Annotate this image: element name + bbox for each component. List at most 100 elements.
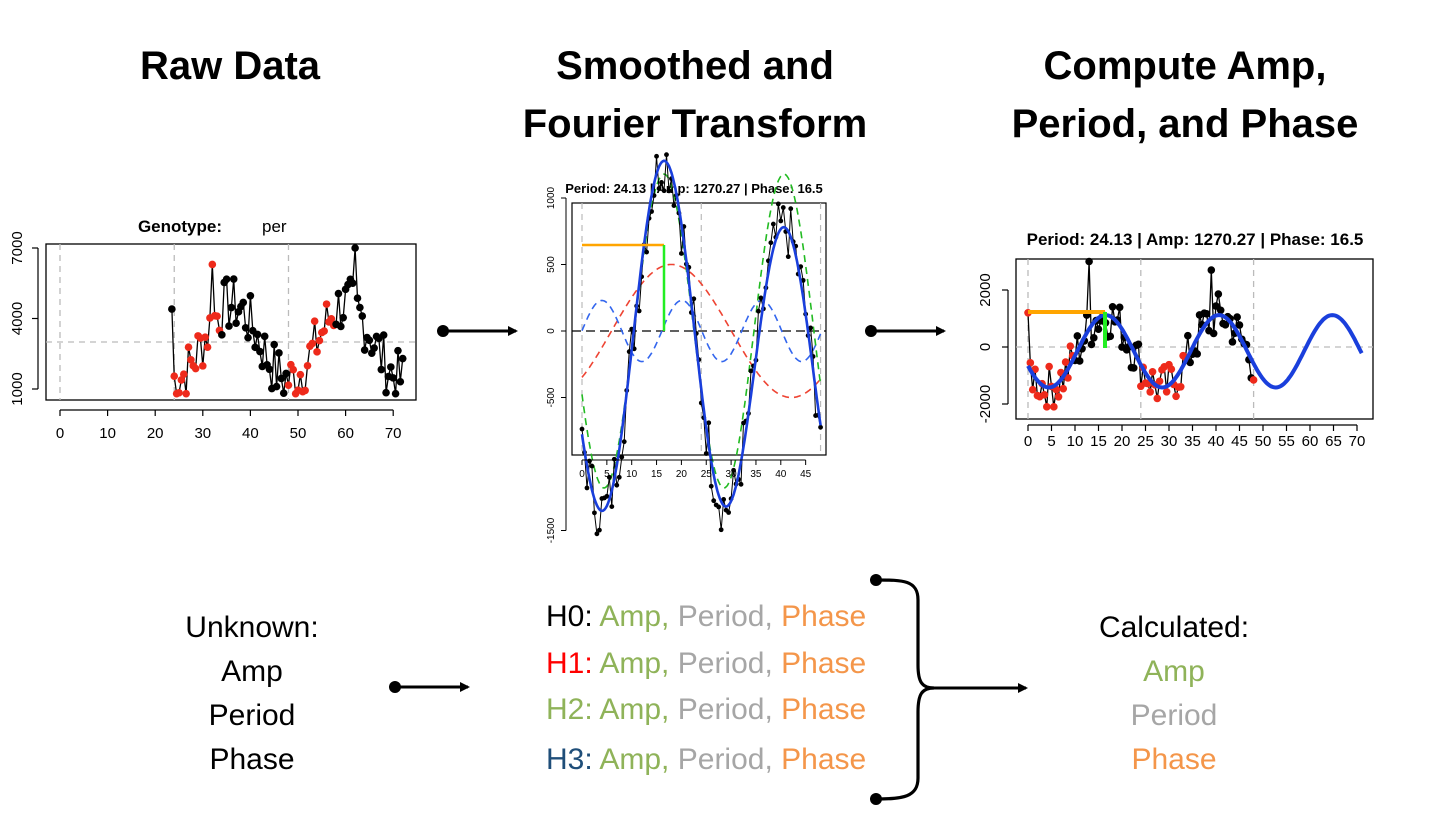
plot2-point <box>721 497 727 502</box>
plot2-x-tick-label: 35 <box>750 469 762 480</box>
plot1-point <box>339 313 348 322</box>
plot2-point <box>666 188 672 194</box>
plot1-point <box>356 303 364 312</box>
plot2-point <box>726 510 732 515</box>
plot3-point <box>1186 358 1194 367</box>
plot2-x-tick-label: 30 <box>726 469 738 480</box>
plot2-h3-curve <box>581 299 822 363</box>
fourier-plot: Period: 24.13 | Amp: 1270.27 | Phase: 16… <box>546 152 827 543</box>
h1-period: Period, <box>677 647 773 680</box>
plot3-point <box>1040 391 1049 399</box>
plot3-x-tick-label: 20 <box>1114 433 1131 450</box>
plot2-point <box>609 504 615 510</box>
plot2-point <box>770 221 776 227</box>
plot2-frame <box>571 202 827 456</box>
h0-period: Period, <box>677 600 773 633</box>
plot2-point <box>780 205 786 210</box>
plot2-point <box>731 467 736 473</box>
harmonic-row-h2: H2: Amp, Period, Phase <box>546 693 866 727</box>
plot3-point <box>1235 321 1244 329</box>
plot2-y-tick-label: 0 <box>546 328 557 334</box>
plot3-point <box>1054 392 1063 401</box>
plot1-y-tick-label: 1000 <box>9 372 26 405</box>
plot1-point <box>279 389 288 398</box>
plot1-point <box>253 330 262 339</box>
plot3-point <box>1148 367 1157 376</box>
plot1-point <box>270 340 279 349</box>
calculated-period: Period <box>1130 699 1218 732</box>
plot3-point <box>1134 340 1143 349</box>
plot1-point <box>244 333 252 342</box>
plot3-point <box>1066 342 1075 350</box>
plot3-point <box>1172 392 1180 401</box>
harmonic-row-h3: H3: Amp, Period, Phase <box>546 743 866 777</box>
plot1-point <box>348 279 357 287</box>
plot2-point <box>579 426 585 432</box>
plot2-point <box>656 186 662 191</box>
plot2-point <box>594 531 600 537</box>
plot2-y-tick-label: 500 <box>546 256 557 273</box>
plot3-point <box>1146 388 1154 396</box>
plot1-x-tick-label: 40 <box>242 425 259 442</box>
heading-raw-data: Raw Data <box>139 44 321 88</box>
plot2-point <box>775 201 781 207</box>
plot1-point <box>327 315 336 323</box>
plot2-y-tick-label: 1000 <box>546 186 557 209</box>
plot3-x-axis: 0 5 10 15 20 25 30 35 40 45 50 55 60 65 70 <box>1024 424 1365 450</box>
plot1-point <box>232 319 240 328</box>
plot2-x-tick-label: 0 <box>579 469 585 480</box>
plot3-point <box>1026 359 1035 367</box>
plot2-point <box>661 188 667 194</box>
plot1-gridlines <box>46 244 416 400</box>
plot2-point <box>664 152 669 158</box>
plot1-point <box>396 377 405 386</box>
plot3-x-tick-label: 10 <box>1067 433 1084 450</box>
h1-phase: Phase <box>781 647 867 680</box>
plot2-point <box>748 368 754 374</box>
plot1-x-tick-label: 30 <box>194 425 211 442</box>
plot1-points <box>168 244 407 398</box>
plot1-point <box>358 312 367 320</box>
plot3-y-tick-label: 0 <box>977 343 994 351</box>
plot1-frame <box>45 243 417 401</box>
plot3-point <box>1064 374 1072 382</box>
plot3-x-tick-label: 40 <box>1208 433 1225 450</box>
plot1-point <box>191 364 200 373</box>
plot2-point <box>768 240 774 246</box>
plot1-point <box>187 356 195 364</box>
plot1-point <box>222 275 231 283</box>
plot1-point <box>246 292 255 300</box>
plot1-point <box>208 260 217 269</box>
plot1-point <box>322 300 331 308</box>
plot2-point <box>671 203 677 208</box>
arrow-unknown-to-harmonics <box>389 681 470 693</box>
plot3-points <box>1024 257 1258 411</box>
brace-to-calculated <box>870 574 1028 805</box>
plot2-point <box>818 424 823 430</box>
plot2-point <box>584 485 590 491</box>
plot1-x-tick-label: 60 <box>337 425 354 442</box>
plot1-point <box>360 346 369 354</box>
plot3-y-tick-label: -2000 <box>977 385 994 423</box>
plot3-point <box>1043 403 1051 411</box>
plot1-point <box>308 339 317 348</box>
plot3-x-tick-label: 45 <box>1231 433 1248 450</box>
plot1-point <box>296 370 305 379</box>
plot1-point <box>303 361 312 370</box>
plot1-point <box>168 305 176 313</box>
plot3-gridlines <box>1016 259 1373 419</box>
plot2-point <box>788 206 794 212</box>
plot3-point <box>1108 302 1117 311</box>
plot3-x-tick-label: 60 <box>1302 433 1319 450</box>
h1-amp: Amp, <box>599 647 670 680</box>
h3-label: H3: <box>546 743 593 776</box>
plot3-point <box>1207 266 1216 274</box>
plot2-point <box>614 482 620 488</box>
plot1-y-axis: 1000 4000 7000 <box>9 231 39 406</box>
heading-compute: Compute Amp, Period, and Phase <box>1011 44 1359 146</box>
plot1-point <box>227 303 236 312</box>
plot3-point <box>1202 309 1211 318</box>
plot3-point <box>1073 332 1082 340</box>
plot1-point <box>398 354 407 363</box>
